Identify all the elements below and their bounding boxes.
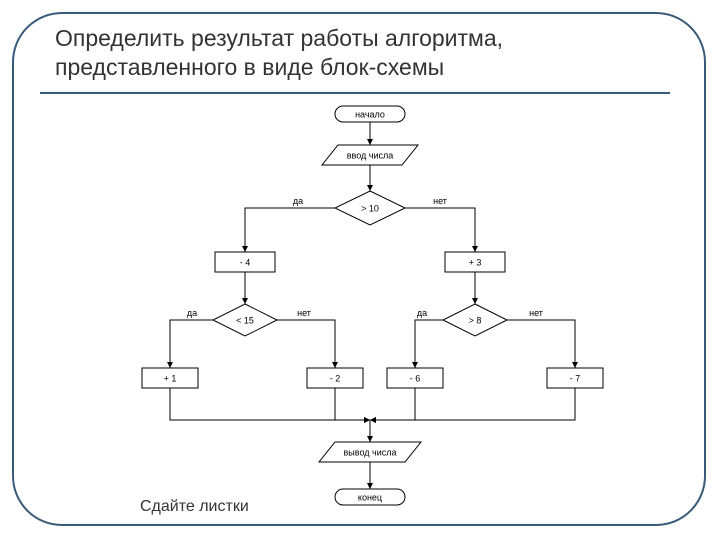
title-line-2: представленного в виде блок-схемы	[55, 54, 444, 80]
edge-label-d3_yes: да	[417, 308, 427, 318]
node-label-p_p1: + 1	[164, 373, 177, 383]
node-label-p_p3: + 3	[469, 257, 482, 267]
edge-label-d1_no: нет	[433, 196, 447, 206]
flowchart: начало ввод числа > 10 - 4 + 3 < 15 > 8 + 1 - 2 -…	[0, 100, 720, 530]
title-line-1: Определить результат работы алгоритма,	[55, 25, 503, 51]
node-label-p_m2: - 2	[330, 373, 341, 383]
edge-label-d3_no: нет	[529, 308, 543, 318]
node-label-p_m7: - 7	[570, 373, 581, 383]
edge-label-d1_yes: да	[293, 196, 303, 206]
node-label-input: ввод числа	[347, 150, 394, 160]
node-label-p_m4: - 4	[240, 257, 251, 267]
title-underline	[40, 92, 670, 94]
node-label-output: вывод числа	[344, 447, 397, 457]
node-label-d2: < 15	[236, 315, 254, 325]
node-label-d3: > 8	[469, 315, 482, 325]
node-label-d1: > 10	[361, 203, 379, 213]
edge-label-d2_yes: да	[187, 308, 197, 318]
node-label-p_m6: - 6	[410, 373, 421, 383]
node-label-end: конец	[358, 492, 382, 502]
page-title: Определить результат работы алгоритма, п…	[55, 24, 503, 82]
edge-label-d2_no: нет	[297, 308, 311, 318]
node-label-start: начало	[355, 109, 385, 119]
